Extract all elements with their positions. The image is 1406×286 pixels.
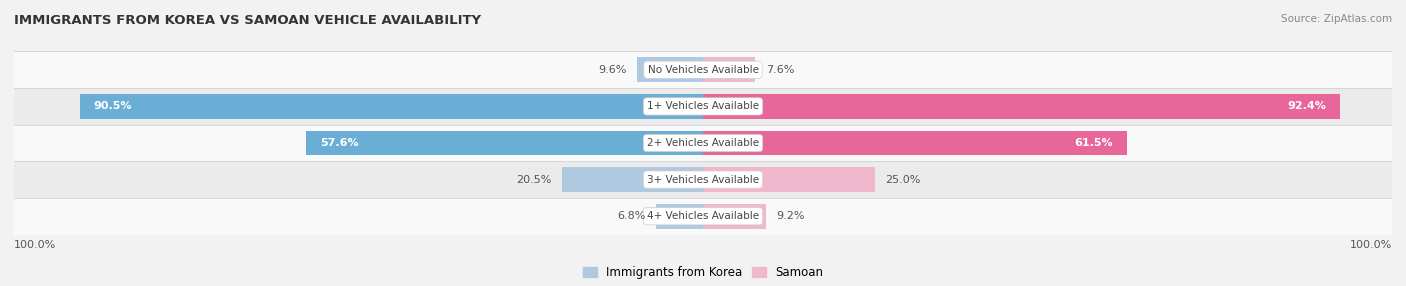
Text: 25.0%: 25.0% (886, 175, 921, 184)
Text: 4+ Vehicles Available: 4+ Vehicles Available (647, 211, 759, 221)
Bar (14, 51, 1392, 88)
Bar (703, 94, 1340, 119)
Text: 100.0%: 100.0% (1350, 240, 1392, 250)
Legend: Immigrants from Korea, Samoan: Immigrants from Korea, Samoan (578, 261, 828, 283)
Bar (80, 94, 703, 119)
Bar (14, 125, 1392, 161)
Text: 2+ Vehicles Available: 2+ Vehicles Available (647, 138, 759, 148)
Bar (703, 57, 755, 82)
Bar (562, 167, 703, 192)
Text: 61.5%: 61.5% (1074, 138, 1114, 148)
Bar (703, 130, 1126, 156)
Text: 6.8%: 6.8% (617, 211, 645, 221)
Bar (637, 57, 703, 82)
Text: 90.5%: 90.5% (93, 102, 132, 111)
Text: Source: ZipAtlas.com: Source: ZipAtlas.com (1281, 14, 1392, 24)
Bar (14, 198, 1392, 235)
Text: 1+ Vehicles Available: 1+ Vehicles Available (647, 102, 759, 111)
Text: 20.5%: 20.5% (516, 175, 551, 184)
Text: IMMIGRANTS FROM KOREA VS SAMOAN VEHICLE AVAILABILITY: IMMIGRANTS FROM KOREA VS SAMOAN VEHICLE … (14, 14, 481, 27)
Text: 3+ Vehicles Available: 3+ Vehicles Available (647, 175, 759, 184)
Bar (657, 204, 703, 229)
Text: 7.6%: 7.6% (766, 65, 794, 75)
Bar (703, 204, 766, 229)
Text: 9.2%: 9.2% (776, 211, 806, 221)
Bar (14, 88, 1392, 125)
Bar (307, 130, 703, 156)
Bar (14, 161, 1392, 198)
Text: No Vehicles Available: No Vehicles Available (648, 65, 758, 75)
Text: 57.6%: 57.6% (321, 138, 359, 148)
Text: 9.6%: 9.6% (598, 65, 627, 75)
Text: 100.0%: 100.0% (14, 240, 56, 250)
Bar (703, 167, 875, 192)
Text: 92.4%: 92.4% (1286, 102, 1326, 111)
